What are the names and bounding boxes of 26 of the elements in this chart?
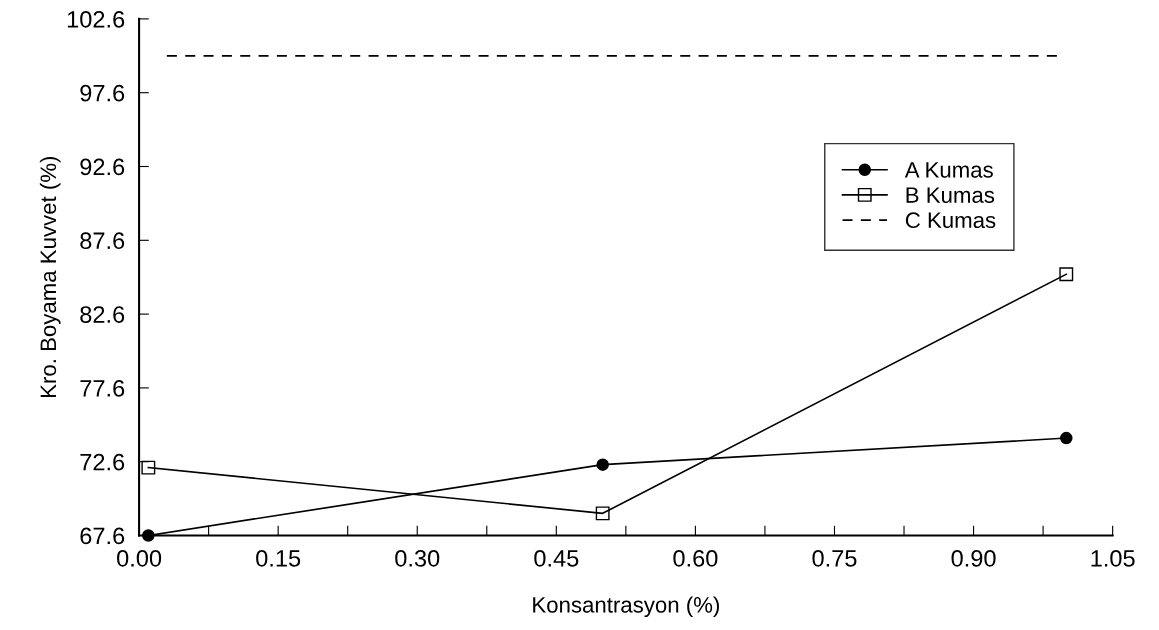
point bbox=[141, 460, 156, 475]
y-axis-title: Kro. Boyama Kuvvet (%) bbox=[39, 156, 61, 398]
x-tick-label: 0.75 bbox=[812, 550, 857, 567]
x-axis-title: Konsantrasyon (%) bbox=[533, 596, 719, 618]
y-tick-label: 72.6 bbox=[80, 453, 125, 471]
point bbox=[1059, 267, 1074, 282]
y-tick-label: 97.6 bbox=[80, 84, 125, 102]
x-tick-label: 1.05 bbox=[1091, 550, 1135, 567]
legend-label: B Kumas bbox=[906, 187, 995, 203]
y-tick-label: 82.6 bbox=[80, 306, 125, 323]
point bbox=[596, 458, 609, 471]
x-tick-label: 0.45 bbox=[534, 550, 579, 567]
x-tick-label: 0.30 bbox=[395, 550, 440, 567]
y-tick-label: 67.6 bbox=[80, 527, 125, 545]
x-tick-label: 0.15 bbox=[256, 550, 301, 567]
y-tick-label: 92.6 bbox=[80, 158, 125, 176]
x-tick-label: 0.00 bbox=[117, 550, 162, 567]
x-tick-label: 0.90 bbox=[951, 550, 996, 567]
y-tick-label: 77.6 bbox=[80, 379, 125, 397]
point bbox=[595, 506, 610, 521]
y-tick-label: 102.6 bbox=[67, 10, 125, 28]
point bbox=[1060, 431, 1073, 445]
x-tick-label: 0.60 bbox=[673, 550, 718, 567]
legend-label: C Kumas bbox=[905, 212, 996, 229]
y-tick-label: 87.6 bbox=[80, 232, 125, 250]
legend-label: A Kumas bbox=[904, 162, 993, 178]
